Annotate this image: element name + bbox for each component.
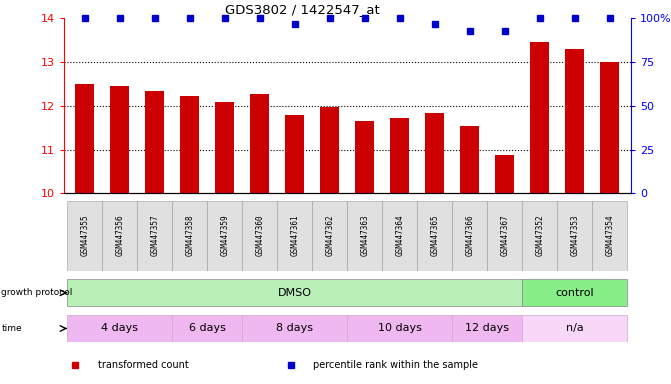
Bar bbox=[452, 201, 487, 271]
Bar bbox=[215, 101, 234, 194]
Bar bbox=[320, 107, 340, 194]
Bar bbox=[172, 201, 207, 271]
Bar bbox=[277, 201, 312, 271]
Bar bbox=[390, 118, 409, 194]
Text: GSM447360: GSM447360 bbox=[255, 214, 264, 255]
Text: GSM447358: GSM447358 bbox=[185, 214, 194, 255]
Bar bbox=[460, 126, 479, 194]
Text: GSM447352: GSM447352 bbox=[535, 214, 544, 255]
Bar bbox=[522, 201, 557, 271]
Bar bbox=[180, 96, 199, 194]
Bar bbox=[382, 201, 417, 271]
Bar bbox=[592, 201, 627, 271]
Bar bbox=[67, 201, 102, 271]
Text: percentile rank within the sample: percentile rank within the sample bbox=[313, 360, 478, 370]
Bar bbox=[557, 201, 592, 271]
Text: 6 days: 6 days bbox=[189, 323, 225, 333]
Text: GSM447359: GSM447359 bbox=[220, 214, 229, 255]
Text: GSM447356: GSM447356 bbox=[115, 214, 124, 255]
Text: 4 days: 4 days bbox=[101, 323, 138, 333]
Bar bbox=[145, 91, 164, 194]
Bar bbox=[522, 315, 627, 342]
Bar bbox=[348, 201, 382, 271]
Text: 8 days: 8 days bbox=[276, 323, 313, 333]
Text: n/a: n/a bbox=[566, 323, 584, 333]
Bar bbox=[565, 49, 584, 194]
Bar bbox=[250, 94, 269, 194]
Text: GSM447365: GSM447365 bbox=[430, 214, 440, 255]
Bar bbox=[425, 113, 444, 194]
Bar bbox=[417, 201, 452, 271]
Text: growth protocol: growth protocol bbox=[1, 288, 72, 297]
Text: 12 days: 12 days bbox=[465, 323, 509, 333]
Bar bbox=[530, 41, 550, 194]
Text: time: time bbox=[1, 324, 22, 333]
Text: 10 days: 10 days bbox=[378, 323, 421, 333]
Text: DMSO: DMSO bbox=[278, 288, 312, 298]
Bar bbox=[495, 155, 515, 194]
Bar bbox=[242, 315, 348, 342]
Bar bbox=[348, 315, 452, 342]
Text: GSM447361: GSM447361 bbox=[291, 214, 299, 255]
Text: GSM447364: GSM447364 bbox=[395, 214, 404, 255]
Text: GSM447363: GSM447363 bbox=[360, 214, 369, 255]
Bar bbox=[138, 201, 172, 271]
Text: GSM447357: GSM447357 bbox=[150, 214, 159, 255]
Text: GSM447362: GSM447362 bbox=[325, 214, 334, 255]
Text: GSM447355: GSM447355 bbox=[81, 214, 89, 255]
Bar bbox=[75, 84, 95, 194]
Bar bbox=[355, 121, 374, 194]
Bar bbox=[102, 201, 138, 271]
Text: GSM447366: GSM447366 bbox=[465, 214, 474, 255]
Bar bbox=[67, 280, 522, 306]
Text: GSM447367: GSM447367 bbox=[501, 214, 509, 255]
Bar bbox=[600, 62, 619, 194]
Bar bbox=[487, 201, 522, 271]
Bar bbox=[67, 315, 172, 342]
Bar bbox=[242, 201, 277, 271]
Title: GDS3802 / 1422547_at: GDS3802 / 1422547_at bbox=[225, 3, 379, 16]
Text: GSM447353: GSM447353 bbox=[570, 214, 579, 255]
Bar bbox=[110, 86, 130, 194]
Bar bbox=[172, 315, 242, 342]
Bar bbox=[522, 280, 627, 306]
Text: transformed count: transformed count bbox=[98, 360, 189, 370]
Text: control: control bbox=[556, 288, 594, 298]
Bar bbox=[285, 115, 305, 194]
Bar bbox=[207, 201, 242, 271]
Text: GSM447354: GSM447354 bbox=[605, 214, 614, 255]
Bar bbox=[312, 201, 348, 271]
Bar bbox=[452, 315, 522, 342]
